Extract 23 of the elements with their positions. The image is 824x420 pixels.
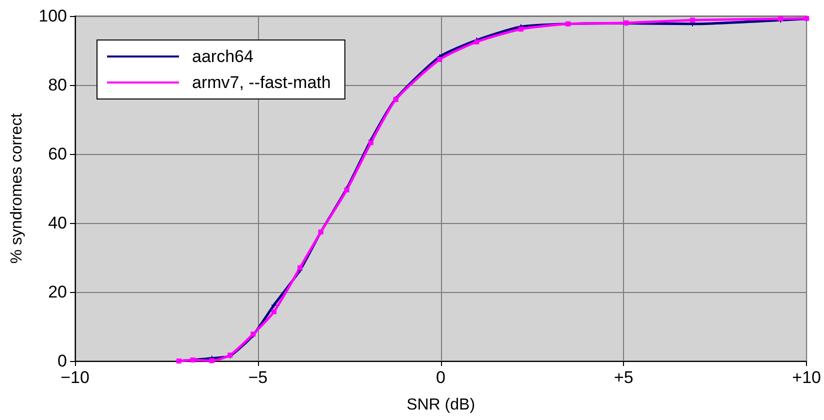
- point: [368, 140, 374, 146]
- point: [271, 302, 276, 308]
- y-tick-label: 60: [48, 144, 67, 164]
- x-tick-label: 0: [436, 368, 446, 387]
- point: [271, 309, 276, 314]
- y-tick-label: 80: [48, 76, 67, 94]
- point: [690, 18, 695, 23]
- x-tick-label: −5: [248, 368, 268, 387]
- x-tick-label: +5: [614, 368, 634, 387]
- y-tick-label: 40: [48, 214, 67, 232]
- y-axis-title: % syndromes correct: [8, 112, 26, 264]
- point: [518, 26, 524, 32]
- legend-label: aarch64: [192, 47, 254, 66]
- point: [209, 358, 214, 364]
- y-tick-label: 100: [38, 6, 67, 26]
- x-tick-label: −10: [60, 368, 90, 387]
- y-tick-label: 0: [58, 352, 67, 370]
- x-axis-title: SNR (dB): [406, 396, 476, 414]
- x-tick-label: +10: [792, 368, 822, 387]
- y-tick-label: 20: [48, 282, 67, 302]
- legend-label: armv7, --fast-math: [192, 73, 331, 92]
- point: [437, 56, 442, 62]
- point: [297, 265, 302, 270]
